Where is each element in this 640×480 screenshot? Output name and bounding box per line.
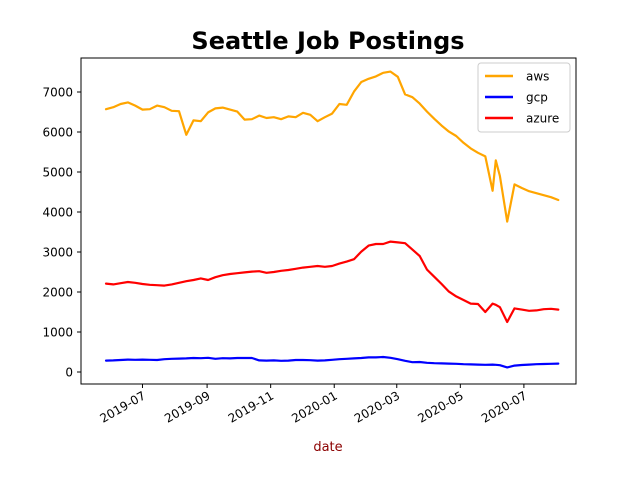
- series-line-azure: [104, 240, 560, 324]
- legend-label-gcp: gcp: [526, 91, 548, 105]
- legend-box: [477, 62, 571, 133]
- legend-label-aws: aws: [526, 70, 549, 84]
- series-lines: [104, 70, 560, 369]
- x-axis-label: date: [313, 440, 342, 455]
- y-tick-label: 3000: [42, 246, 73, 260]
- y-tick-label: 0: [65, 366, 73, 380]
- chart-title: Seattle Job Postings: [191, 27, 464, 55]
- legend: aws gcp azure: [477, 62, 571, 133]
- y-tick-label: 7000: [42, 86, 73, 100]
- y-axis: 0 1000 2000 3000 4000 5000 6000 7000: [42, 86, 81, 380]
- series-line-gcp: [104, 355, 560, 369]
- y-tick-label: 5000: [42, 166, 73, 180]
- y-tick-label: 4000: [42, 206, 73, 220]
- y-tick-label: 6000: [42, 126, 73, 140]
- y-tick-label: 2000: [42, 286, 73, 300]
- y-tick-label: 1000: [42, 326, 73, 340]
- legend-label-azure: azure: [526, 112, 559, 126]
- series-line-aws: [104, 70, 560, 223]
